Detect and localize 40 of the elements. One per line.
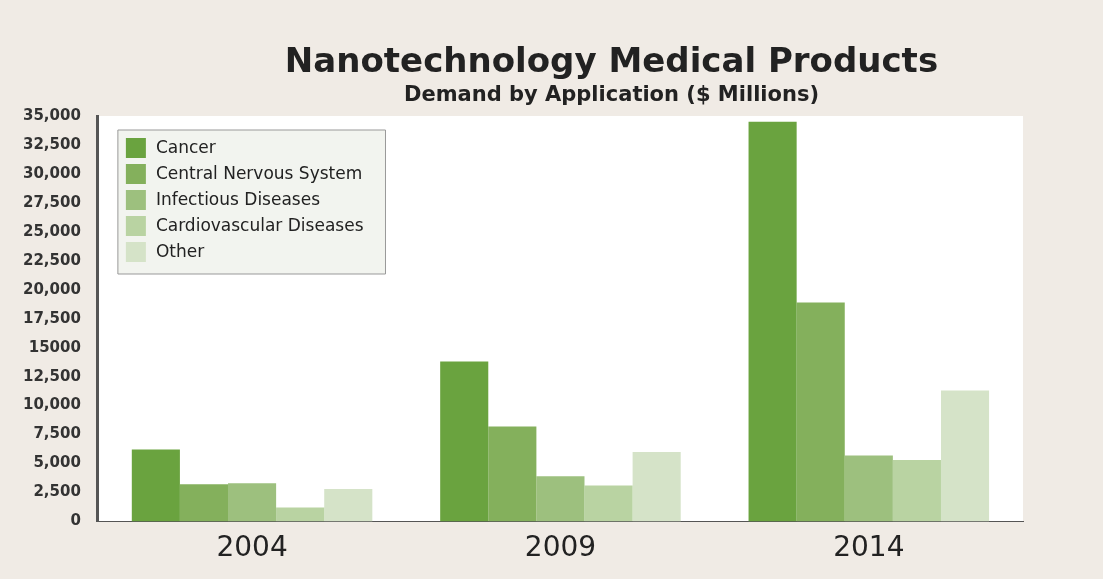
bar [632,451,681,522]
bar [536,476,585,522]
bar [228,483,277,522]
legend-label: Cancer [155,137,216,158]
bar [488,426,537,522]
y-tick-label: 30,000 [22,163,81,182]
y-tick-label: 22,500 [22,250,81,269]
x-tick-label: 2014 [833,530,905,564]
chart-title: Nanotechnology Medical Products [283,40,940,80]
bar [748,121,797,522]
y-tick-label: 27,500 [22,192,81,211]
y-tick-label: 0 [70,511,81,530]
y-tick-label: 7,500 [33,424,81,443]
bar [179,484,229,522]
y-tick-label: 35,000 [22,105,81,124]
x-tick-label: 2004 [216,530,288,564]
y-tick-label: 32,500 [22,134,81,153]
y-tick-label: 20,000 [22,279,81,298]
y-tick-label: 5,000 [33,453,81,472]
bar [584,485,633,522]
bar [892,460,941,522]
y-tick-label: 15000 [28,337,81,356]
bar [131,449,180,522]
bar [796,302,845,522]
y-tick-label: 2,500 [33,482,81,501]
y-tick-label: 17,500 [22,308,81,327]
chart-subtitle: Demand by Application ($ Millions) [403,82,820,106]
x-tick-label: 2009 [524,530,597,564]
legend-label: Other [155,241,205,262]
legend-label: Cardiovascular Diseases [155,215,364,236]
legend-label: Central Nervous System [155,163,363,184]
y-tick-label: 12,500 [22,366,81,385]
bar [276,507,325,522]
bar [844,455,893,522]
bar [440,361,489,522]
bar [324,488,373,522]
bar [940,390,990,522]
y-tick-label: 10,000 [22,395,81,414]
y-tick-label: 25,000 [22,221,81,240]
legend-label: Infectious Diseases [155,189,321,210]
